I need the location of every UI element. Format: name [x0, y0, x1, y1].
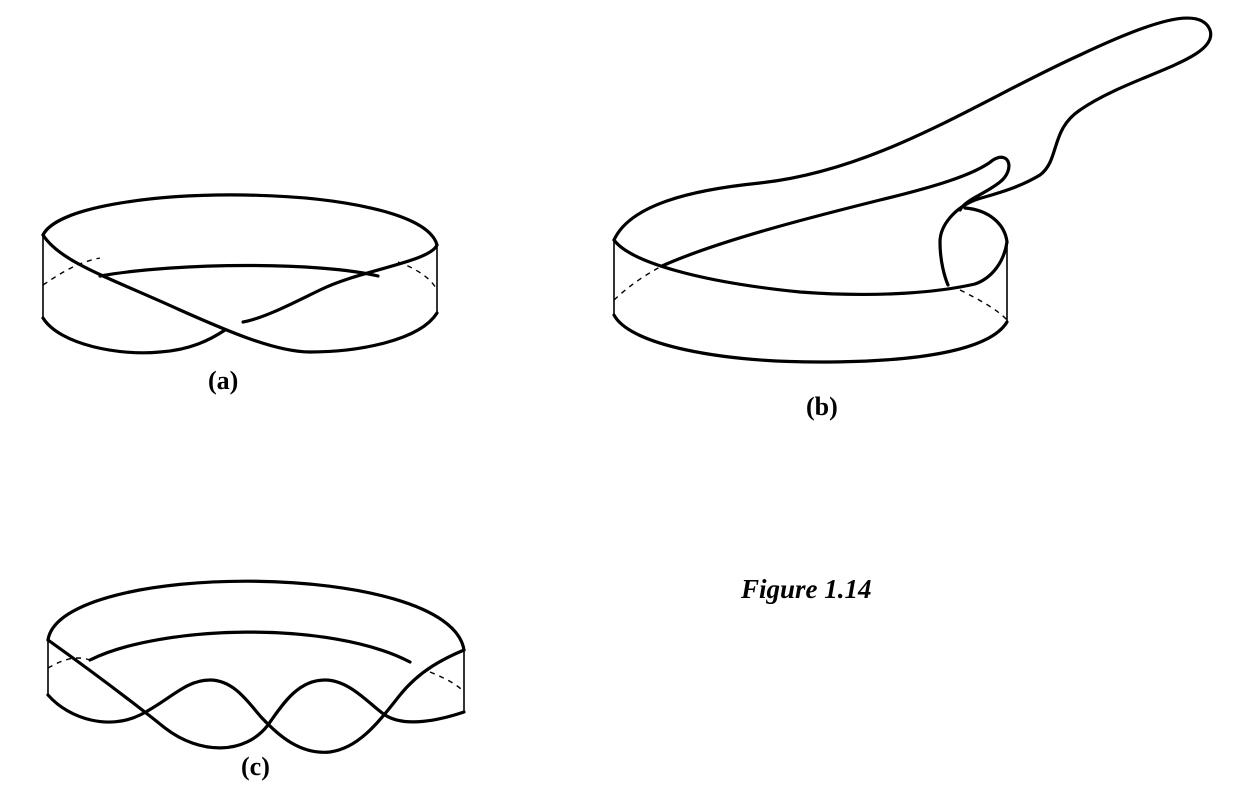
panel-a-twist-strand-2 — [241, 243, 439, 324]
panel-c-back-edge — [88, 630, 412, 664]
panel-b-outer-lobe — [612, 16, 1213, 287]
panel-b-band — [612, 16, 1213, 364]
panel-a-hidden-right — [397, 261, 438, 291]
panel-c-top-rim — [46, 579, 466, 652]
panel-c-hidden-right — [429, 671, 465, 693]
panel-c-wave-2 — [46, 648, 466, 754]
panel-a-hidden-left — [42, 257, 101, 286]
panel-b-right-rim — [963, 206, 1009, 244]
panel-b-label: (b) — [806, 392, 838, 421]
panel-a-bottom-left — [41, 316, 227, 355]
panel-a-bottom-right — [308, 311, 439, 354]
panel-c-band — [46, 579, 466, 754]
panel-a-top-rim — [41, 193, 439, 247]
panel-a-twist-strand-1 — [41, 233, 312, 354]
figure-caption: Figure 1.14 — [741, 574, 872, 604]
panel-b-inner-lobe — [660, 155, 1011, 268]
panel-a-back-edge — [98, 263, 380, 278]
panel-c-hidden-left — [47, 657, 91, 669]
panel-b-hidden-left — [613, 265, 663, 301]
panel-b-hidden-right — [959, 289, 1008, 321]
panel-c-wave-1 — [46, 638, 466, 750]
panel-b-bottom-rim — [612, 313, 1009, 364]
panel-c-label: (c) — [241, 752, 270, 781]
panel-a-label: (a) — [208, 366, 239, 395]
panel-a-band — [41, 193, 439, 355]
panel-b-front-top — [612, 238, 1009, 297]
